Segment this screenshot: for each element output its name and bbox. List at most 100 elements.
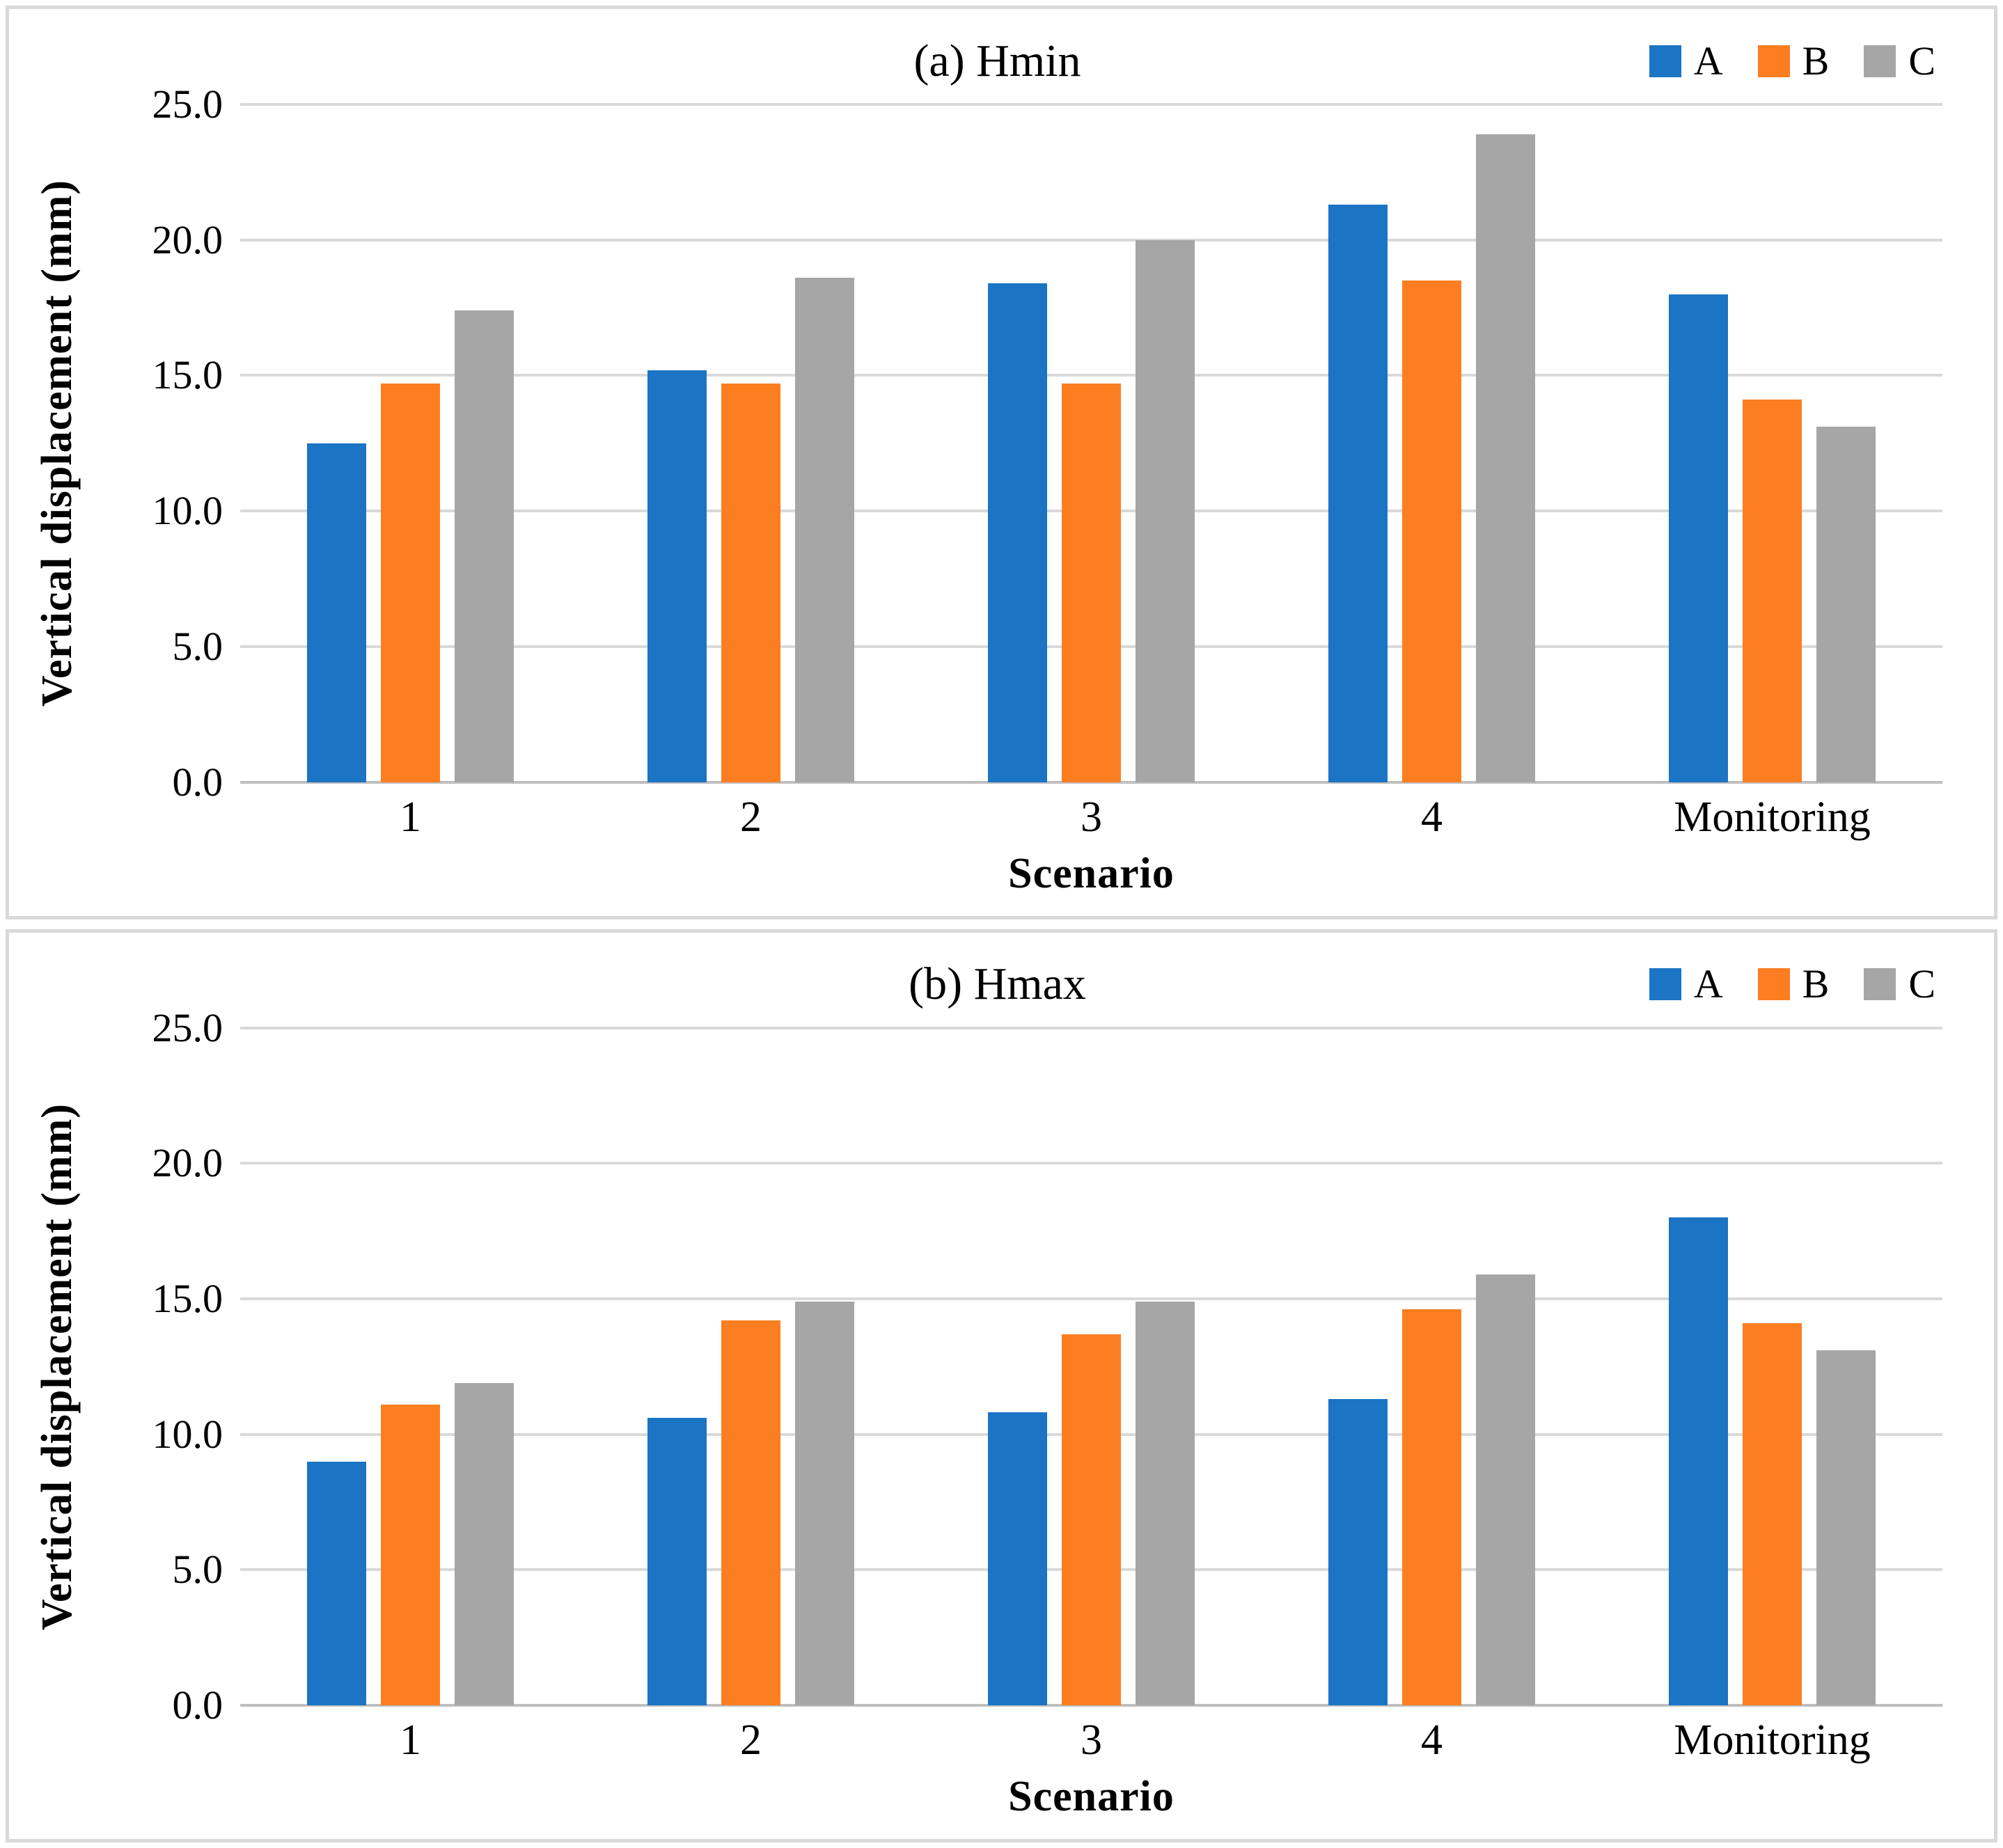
bar-A-4 xyxy=(1328,1398,1388,1705)
bar-B-4 xyxy=(1402,281,1461,782)
legend-swatch-B xyxy=(1757,45,1790,77)
bar-group-1 xyxy=(240,1028,581,1705)
y-axis-title-text: Vertical displacement (mm) xyxy=(33,180,81,707)
x-category-4: 4 xyxy=(1421,1716,1443,1764)
legend-item-A: A xyxy=(1649,38,1723,84)
bar-C-2 xyxy=(795,1301,854,1705)
legend-label-C: C xyxy=(1908,961,1935,1006)
legend-item-C: C xyxy=(1864,38,1935,84)
bar-A-2 xyxy=(647,1418,707,1705)
bar-A-4 xyxy=(1328,205,1388,782)
y-tick-10.0: 10.0 xyxy=(152,488,223,534)
bar-A-Monitoring xyxy=(1669,294,1728,782)
legend-item-B: B xyxy=(1757,961,1830,1006)
bar-A-3 xyxy=(988,1412,1047,1705)
bar-C-2 xyxy=(795,278,854,782)
x-category-2: 2 xyxy=(740,793,762,841)
y-axis-title-hmax: Vertical displacement (mm) xyxy=(17,1028,97,1706)
x-category-4: 4 xyxy=(1421,793,1443,841)
legend-item-B: B xyxy=(1757,40,1829,81)
legend-swatch-B xyxy=(1757,968,1790,1000)
bar-A-2 xyxy=(647,370,707,782)
y-tick-5.0: 5.0 xyxy=(172,623,223,669)
plot-area-hmin xyxy=(240,103,1942,784)
x-category-Monitoring: Monitoring xyxy=(1674,1716,1871,1764)
bar-group-4 xyxy=(1262,1028,1602,1705)
legend-swatch-C xyxy=(1864,45,1896,77)
bar-A-3 xyxy=(988,283,1047,782)
gridline-15 xyxy=(240,374,1942,377)
bar-group-3 xyxy=(921,1028,1262,1705)
panel-hmin: (a) Hmin A B C Vertical displacement (mm) … xyxy=(6,6,1997,919)
x-category-1: 1 xyxy=(400,793,421,841)
gridline-20 xyxy=(240,238,1942,242)
panel-title-hmax: (b) Hmax xyxy=(909,958,1086,1009)
x-category-Monitoring: Monitoring xyxy=(1674,793,1871,841)
x-axis-title-hmax: Scenario xyxy=(1008,1773,1175,1820)
gridline-25 xyxy=(240,1026,1942,1029)
bar-group-Monitoring xyxy=(1602,1028,1942,1705)
bar-C-4 xyxy=(1476,134,1535,782)
gridline-25 xyxy=(240,103,1942,106)
bar-A-1 xyxy=(307,443,366,782)
legend-label-B: B xyxy=(1802,961,1830,1006)
bar-group-2 xyxy=(581,1028,921,1705)
bar-A-1 xyxy=(307,1461,366,1705)
bar-C-4 xyxy=(1476,1274,1535,1705)
y-tick-25.0: 25.0 xyxy=(152,1004,223,1050)
legend-label-A: A xyxy=(1693,961,1723,1006)
legend-label-A: A xyxy=(1693,38,1723,84)
x-axis-line xyxy=(240,780,1942,784)
bar-B-1 xyxy=(381,1404,440,1705)
bar-B-2 xyxy=(721,384,780,782)
legend-item-C: C xyxy=(1864,964,1935,1004)
gridline-20 xyxy=(240,1162,1942,1165)
y-tick-0.0: 0.0 xyxy=(172,1682,223,1728)
panel-hmin-header: (a) Hmin A B C xyxy=(17,17,1977,104)
y-tick-20.0: 20.0 xyxy=(152,1140,223,1186)
plot-wrap-hmax: 0.0 5.0 10.0 15.0 20.0 25.0 xyxy=(97,1007,1977,1725)
bar-B-Monitoring xyxy=(1743,1322,1802,1705)
y-axis-title-text: Vertical displacement (mm) xyxy=(33,1103,81,1630)
panel-title-hmin: (a) Hmin xyxy=(913,35,1081,86)
y-axis-ticks-hmin: 0.0 5.0 10.0 15.0 20.0 25.0 xyxy=(97,84,223,803)
bar-group-1 xyxy=(240,104,581,782)
bar-B-2 xyxy=(721,1320,780,1705)
bar-C-3 xyxy=(1136,239,1195,782)
bar-groups xyxy=(240,1028,1942,1705)
bar-group-Monitoring xyxy=(1602,104,1942,782)
x-axis-line xyxy=(240,1704,1942,1707)
chart-area-hmin: Vertical displacement (mm) 0.0 5.0 10.0 15.… xyxy=(17,84,1977,803)
bar-B-3 xyxy=(1062,1334,1121,1705)
bar-group-2 xyxy=(581,104,921,782)
bar-B-3 xyxy=(1062,384,1121,782)
x-axis-categories-hmin: 1 2 3 4 Monitoring xyxy=(240,782,1942,852)
bar-C-1 xyxy=(455,310,514,782)
y-tick-20.0: 20.0 xyxy=(152,216,223,262)
y-tick-5.0: 5.0 xyxy=(172,1547,223,1593)
y-axis-title-hmin: Vertical displacement (mm) xyxy=(17,104,97,782)
chart-area-hmax: Vertical displacement (mm) 0.0 5.0 10.0 15.… xyxy=(17,1007,1977,1725)
legend-item-A: A xyxy=(1649,964,1723,1004)
bar-C-3 xyxy=(1136,1301,1195,1705)
plot-wrap-hmin: 0.0 5.0 10.0 15.0 20.0 25.0 xyxy=(97,84,1977,803)
panel-hmax: (b) Hmax A B C Vertical displacement (mm) … xyxy=(6,929,1997,1842)
bar-B-4 xyxy=(1402,1309,1461,1705)
bar-group-4 xyxy=(1262,104,1602,782)
legend-label-C: C xyxy=(1908,38,1935,84)
gridline-15 xyxy=(240,1297,1942,1300)
legend-hmax: A B C xyxy=(1649,964,1935,1004)
x-axis-title-hmin: Scenario xyxy=(1008,849,1175,897)
panel-hmax-header: (b) Hmax A B C xyxy=(17,941,1977,1028)
y-tick-0.0: 0.0 xyxy=(172,759,223,805)
legend-hmin: A B C xyxy=(1649,38,1935,84)
bar-group-3 xyxy=(921,104,1262,782)
bar-B-Monitoring xyxy=(1743,400,1802,782)
x-category-3: 3 xyxy=(1081,1716,1102,1764)
bar-C-Monitoring xyxy=(1816,1350,1876,1705)
legend-swatch-A xyxy=(1649,968,1681,1000)
x-category-3: 3 xyxy=(1081,793,1102,841)
y-axis-ticks-hmax: 0.0 5.0 10.0 15.0 20.0 25.0 xyxy=(97,1007,223,1725)
bar-C-Monitoring xyxy=(1816,427,1876,782)
